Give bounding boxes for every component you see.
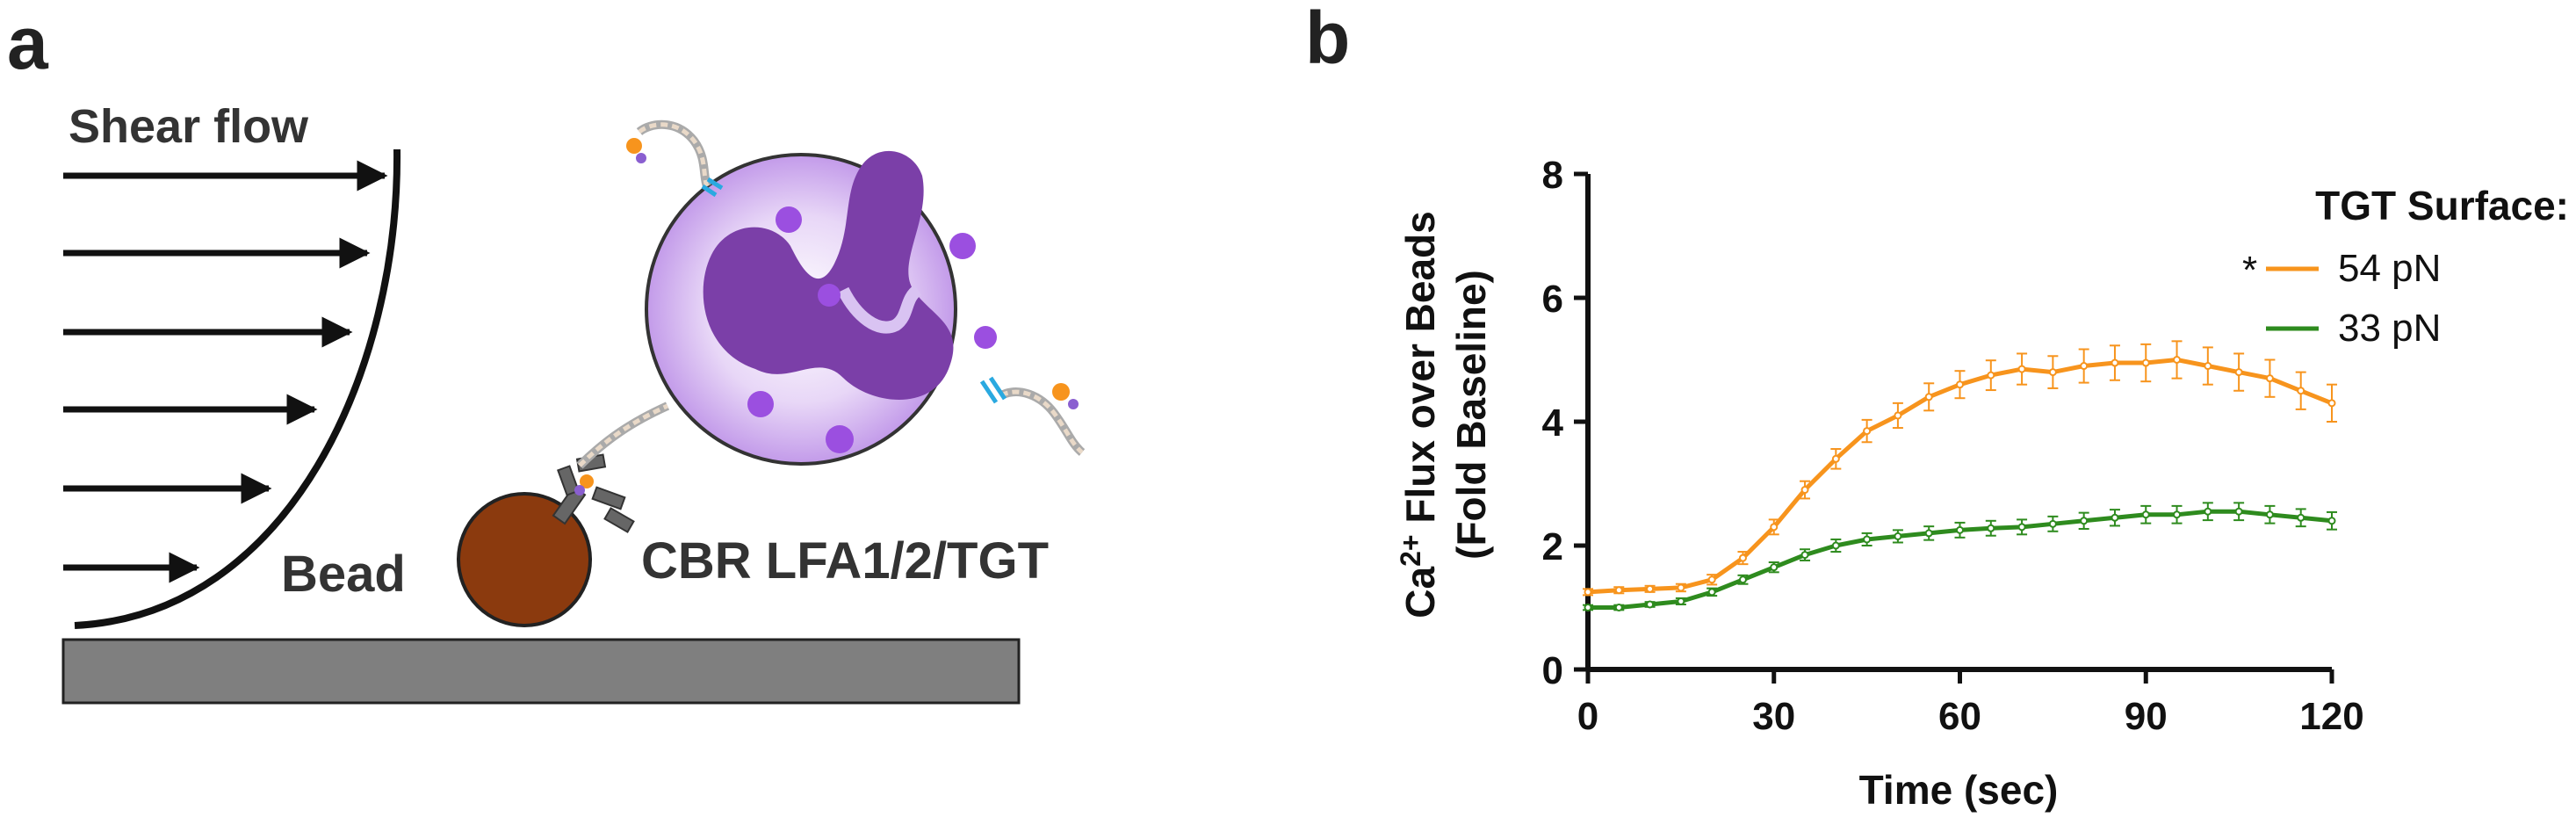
legend-entry-54pn: 54 pN bbox=[2338, 247, 2441, 290]
y-tick-label: 0 bbox=[1542, 649, 1563, 692]
data-point bbox=[1956, 380, 1964, 389]
data-point bbox=[1894, 532, 1902, 540]
data-point bbox=[2048, 519, 2057, 528]
y-tick-label: 4 bbox=[1542, 402, 1564, 445]
data-point bbox=[2111, 358, 2119, 367]
data-point bbox=[1646, 584, 1655, 593]
data-point bbox=[2265, 374, 2274, 383]
legend: TGT Surface: * 54 pN 33 pN bbox=[2242, 183, 2569, 350]
data-point bbox=[1863, 427, 1872, 436]
y-tick-label: 2 bbox=[1542, 525, 1563, 568]
series-54-pn bbox=[1583, 340, 2337, 597]
panel-b: b Ca2+ Flux over Beads (Fold Baseline) T… bbox=[1305, 0, 2569, 813]
data-point bbox=[1770, 523, 1779, 532]
data-point bbox=[1677, 583, 1685, 592]
data-point bbox=[1614, 604, 1623, 611]
data-point bbox=[1738, 553, 1747, 562]
data-point bbox=[1646, 600, 1655, 609]
bead-label: Bead bbox=[281, 546, 406, 603]
data-point bbox=[1956, 525, 1964, 534]
data-point bbox=[2017, 523, 2026, 532]
y-axis-title: Ca2+ Flux over Beads (Fold Baseline) bbox=[1395, 211, 1494, 618]
y-tick-label: 6 bbox=[1542, 278, 1563, 321]
data-point bbox=[1677, 597, 1685, 605]
data-point bbox=[2204, 362, 2212, 371]
data-point bbox=[1614, 586, 1623, 595]
data-point bbox=[1584, 588, 1592, 597]
data-point bbox=[2234, 507, 2243, 516]
data-point bbox=[1924, 393, 1933, 402]
data-point bbox=[2048, 368, 2057, 377]
x-tick-label: 0 bbox=[1577, 695, 1598, 738]
data-point bbox=[1924, 529, 1933, 538]
legend-entry-33pn: 33 pN bbox=[2338, 307, 2441, 350]
data-point bbox=[1831, 541, 1840, 550]
shear-flow-arrows bbox=[63, 160, 388, 583]
y-tick-label: 8 bbox=[1542, 154, 1563, 197]
chart-axes: 0 30 60 90 120 0 2 4 6 8 bbox=[1542, 154, 2364, 738]
data-point bbox=[2327, 517, 2336, 525]
bead bbox=[457, 492, 592, 627]
data-point bbox=[2173, 356, 2182, 364]
data-point bbox=[1584, 604, 1592, 611]
panel-a: a Shear flow Bead bbox=[7, 2, 1086, 705]
data-point bbox=[1800, 551, 1809, 560]
velocity-profile-curve bbox=[74, 148, 401, 629]
data-point bbox=[1863, 535, 1872, 544]
x-tick-label: 120 bbox=[2299, 695, 2363, 738]
data-point bbox=[2234, 368, 2243, 377]
cell-nucleus bbox=[703, 150, 954, 401]
data-point bbox=[1707, 575, 1716, 584]
tension-gauge-tether-icon bbox=[979, 376, 1086, 456]
series-33-pn bbox=[1583, 502, 2337, 611]
data-point bbox=[1707, 588, 1716, 597]
construct-label: CBR LFA1/2/TGT bbox=[641, 532, 1049, 590]
chart-series bbox=[1583, 340, 2337, 611]
y-axis-title-line1: Ca2+ Flux over Beads bbox=[1395, 211, 1443, 618]
x-tick-label: 60 bbox=[1938, 695, 1981, 738]
data-point bbox=[2297, 387, 2305, 395]
x-tick-label: 30 bbox=[1752, 695, 1795, 738]
cell-granules bbox=[747, 206, 997, 453]
data-point bbox=[1894, 411, 1902, 420]
data-point bbox=[2141, 358, 2150, 367]
x-axis-title: Time (sec) bbox=[1859, 767, 2059, 813]
data-point bbox=[2173, 510, 2182, 519]
shear-flow-label: Shear flow bbox=[69, 100, 309, 153]
data-point bbox=[2327, 399, 2336, 408]
data-point bbox=[2111, 513, 2119, 522]
data-point bbox=[1831, 454, 1840, 463]
legend-title: TGT Surface: bbox=[2315, 183, 2569, 228]
data-point bbox=[1987, 371, 1995, 380]
x-tick-label: 90 bbox=[2125, 695, 2168, 738]
data-point bbox=[1738, 575, 1747, 584]
data-point bbox=[2017, 365, 2026, 373]
panel-a-letter: a bbox=[7, 2, 49, 84]
y-axis-title-line2: (Fold Baseline) bbox=[1448, 270, 1494, 560]
tension-gauge-tether-icon bbox=[626, 119, 724, 198]
significance-marker: * bbox=[2242, 249, 2257, 292]
data-point bbox=[1987, 524, 1995, 532]
data-point bbox=[2204, 507, 2212, 516]
panel-b-letter: b bbox=[1305, 0, 1350, 79]
data-point bbox=[2265, 510, 2274, 519]
data-point bbox=[1800, 486, 1809, 495]
data-point bbox=[2141, 510, 2150, 519]
data-point bbox=[2080, 517, 2089, 525]
antibody-icon bbox=[552, 453, 635, 533]
substrate-surface bbox=[61, 638, 1021, 705]
data-point bbox=[2297, 513, 2305, 522]
data-point bbox=[1770, 563, 1779, 572]
data-point bbox=[2080, 362, 2089, 371]
